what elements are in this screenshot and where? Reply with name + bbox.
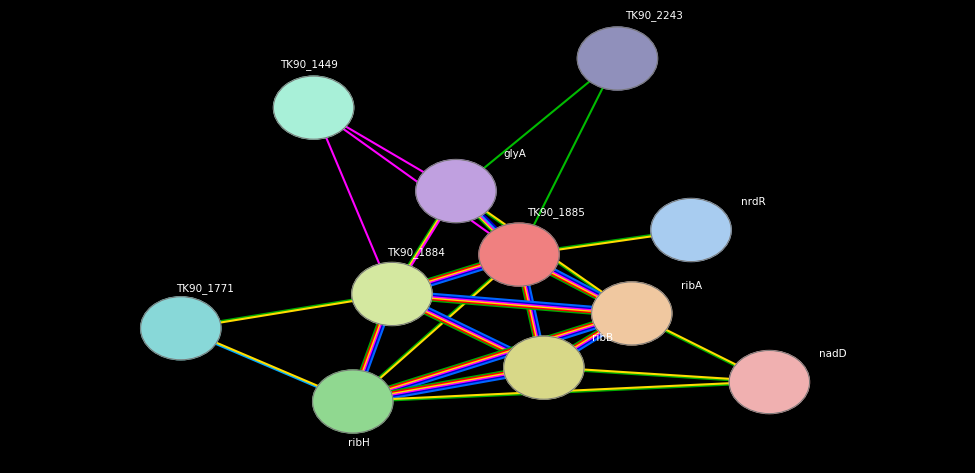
Text: TK90_1884: TK90_1884 — [387, 247, 445, 258]
Ellipse shape — [729, 350, 809, 413]
Text: ribB: ribB — [592, 333, 612, 342]
Ellipse shape — [140, 297, 221, 360]
Text: TK90_1771: TK90_1771 — [176, 282, 234, 294]
Text: TK90_2243: TK90_2243 — [625, 10, 682, 21]
Ellipse shape — [273, 76, 354, 139]
Ellipse shape — [504, 336, 584, 399]
Ellipse shape — [352, 263, 432, 325]
Text: nadD: nadD — [819, 349, 846, 359]
Text: TK90_1449: TK90_1449 — [280, 59, 337, 70]
Text: glyA: glyA — [504, 149, 526, 158]
Ellipse shape — [479, 223, 560, 286]
Text: TK90_1885: TK90_1885 — [526, 208, 585, 219]
Ellipse shape — [415, 159, 496, 223]
Text: ribH: ribH — [348, 438, 370, 447]
Text: ribA: ribA — [682, 280, 703, 290]
Ellipse shape — [577, 27, 657, 90]
Ellipse shape — [313, 370, 393, 433]
Text: nrdR: nrdR — [741, 197, 765, 207]
Ellipse shape — [651, 199, 731, 262]
Ellipse shape — [592, 282, 672, 345]
